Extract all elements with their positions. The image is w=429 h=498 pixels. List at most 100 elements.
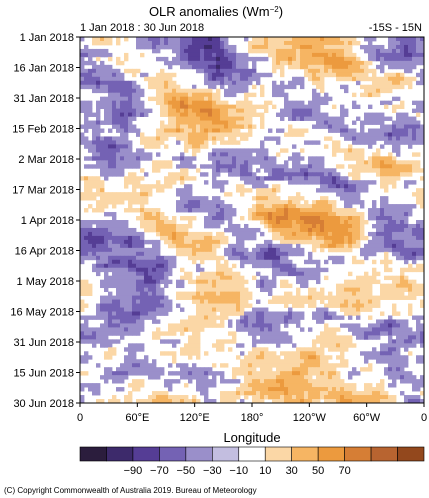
heatmap-cell <box>124 291 129 296</box>
heatmap-cell <box>320 367 325 372</box>
heatmap-cell <box>232 311 237 316</box>
heatmap-cell <box>416 379 421 384</box>
heatmap-cell <box>264 204 269 209</box>
heatmap-cell <box>284 351 289 356</box>
heatmap-cell <box>108 327 113 332</box>
heatmap-cell <box>224 275 229 281</box>
heatmap-cell <box>80 231 85 237</box>
heatmap-cell <box>80 327 85 332</box>
heatmap-cell <box>108 267 113 273</box>
heatmap-cell <box>212 44 217 50</box>
heatmap-cell <box>344 239 349 245</box>
heatmap-cell <box>148 239 153 245</box>
heatmap-cell <box>176 40 181 46</box>
heatmap-cell <box>420 255 424 261</box>
heatmap-cell <box>156 239 161 245</box>
heatmap-cell <box>188 271 193 277</box>
heatmap-cell <box>128 351 133 356</box>
heatmap-cell <box>104 72 109 78</box>
heatmap-cell <box>356 283 361 289</box>
heatmap-cell <box>412 235 417 241</box>
heatmap-cell <box>320 347 325 352</box>
heatmap-cell <box>336 235 341 241</box>
heatmap-cell <box>232 132 237 137</box>
heatmap-cell <box>84 243 89 249</box>
heatmap-cell <box>284 172 289 177</box>
heatmap-cell <box>268 212 273 217</box>
heatmap-cell <box>144 108 149 113</box>
heatmap-cell <box>344 72 349 78</box>
heatmap-cell <box>312 235 317 241</box>
heatmap-cell <box>216 156 221 161</box>
heatmap-cell <box>228 283 233 289</box>
heatmap-cell <box>168 40 173 46</box>
heatmap-cell <box>216 152 221 157</box>
heatmap-cell <box>96 247 101 253</box>
heatmap-cell <box>336 371 341 376</box>
heatmap-cell <box>228 112 233 117</box>
heatmap-cell <box>328 188 333 193</box>
heatmap-cell <box>284 279 289 285</box>
heatmap-cell <box>340 291 345 296</box>
heatmap-cell <box>292 108 297 113</box>
heatmap-cell <box>100 188 105 193</box>
heatmap-cell <box>148 136 153 141</box>
heatmap-cell <box>264 255 269 261</box>
heatmap-cell <box>292 144 297 149</box>
heatmap-cell <box>356 68 361 74</box>
heatmap-cell <box>216 44 221 50</box>
heatmap-cell <box>332 52 337 58</box>
heatmap-cell <box>108 339 113 344</box>
heatmap-cell <box>372 56 377 62</box>
heatmap-cell <box>216 371 221 376</box>
heatmap-cell <box>244 52 249 58</box>
heatmap-cell <box>368 287 373 293</box>
heatmap-cell <box>364 247 369 253</box>
heatmap-cell <box>248 351 253 356</box>
heatmap-cell <box>324 180 329 185</box>
heatmap-cell <box>208 64 213 70</box>
heatmap-cell <box>400 359 405 364</box>
heatmap-cell <box>320 60 325 66</box>
heatmap-cell <box>156 84 161 90</box>
heatmap-cell <box>104 323 109 328</box>
heatmap-cell <box>124 355 129 360</box>
heatmap-cell <box>112 168 117 173</box>
heatmap-cell <box>324 243 329 249</box>
heatmap-cell <box>156 144 161 149</box>
heatmap-cell <box>188 64 193 70</box>
heatmap-cell <box>184 160 189 165</box>
heatmap-cell <box>156 180 161 185</box>
heatmap-cell <box>244 319 249 324</box>
heatmap-cell <box>344 223 349 229</box>
heatmap-cell <box>80 136 85 141</box>
heatmap-cell <box>392 168 397 173</box>
heatmap-cell <box>148 184 153 189</box>
heatmap-cell <box>364 68 369 74</box>
heatmap-cell <box>296 247 301 253</box>
heatmap-cell <box>328 200 333 205</box>
heatmap-cell <box>420 291 424 296</box>
heatmap-cell <box>300 80 305 86</box>
heatmap-cell <box>184 367 189 372</box>
heatmap-cell <box>88 144 93 149</box>
heatmap-cell <box>280 48 285 54</box>
heatmap-cell <box>408 168 413 173</box>
heatmap-cell <box>380 231 385 237</box>
heatmap-cell <box>252 156 257 161</box>
heatmap-cell <box>360 60 365 66</box>
heatmap-cell <box>192 323 197 328</box>
heatmap-cell <box>136 327 141 332</box>
heatmap-cell <box>112 212 117 217</box>
heatmap-cell <box>416 263 421 269</box>
heatmap-cell <box>272 88 277 94</box>
heatmap-cell <box>328 247 333 253</box>
heatmap-cell <box>80 84 85 90</box>
heatmap-cell <box>180 176 185 181</box>
heatmap-cell <box>264 275 269 281</box>
heatmap-cell <box>296 108 301 113</box>
heatmap-cell <box>124 208 129 213</box>
heatmap-cell <box>212 204 217 209</box>
heatmap-cell <box>272 319 277 324</box>
heatmap-cell <box>324 112 329 117</box>
